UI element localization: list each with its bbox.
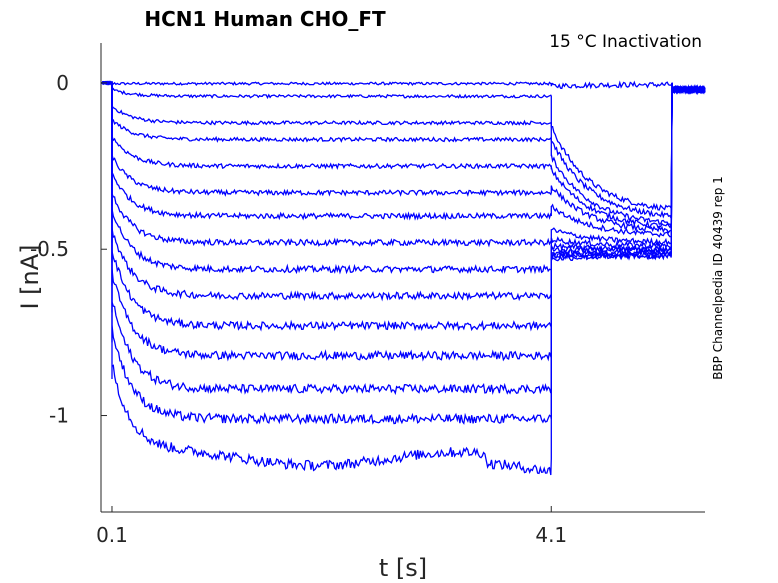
current-trace — [102, 81, 706, 476]
current-trace — [101, 80, 706, 97]
current-trace — [101, 80, 706, 234]
current-trace — [101, 80, 706, 238]
side-note: BBP Channelpedia ID 40439 rep 1 — [711, 176, 725, 380]
chart-subtitle: 15 °C Inactivation — [549, 32, 702, 52]
x-axis-label: t [s] — [379, 554, 427, 582]
y-ticks-group: 0 -0.5 -1 — [30, 71, 107, 428]
x-ticks-group: 0.1 4.1 — [96, 506, 567, 547]
y-tick-label: -1 — [49, 404, 69, 428]
current-trace — [101, 80, 706, 396]
x-tick-label: 0.1 — [96, 523, 128, 547]
x-tick-label: 4.1 — [535, 523, 567, 547]
y-axis-label: I [nA] — [16, 244, 44, 309]
current-trace — [102, 81, 706, 211]
current-trace — [101, 80, 706, 362]
current-trace — [101, 80, 706, 302]
current-trace — [101, 81, 706, 332]
current-trace — [101, 80, 706, 229]
current-trace — [101, 80, 706, 226]
current-trace — [101, 80, 706, 275]
traces-group — [101, 80, 706, 476]
y-tick-label: -0.5 — [30, 237, 69, 261]
current-trace — [101, 80, 706, 248]
current-trace — [101, 80, 706, 219]
y-tick-label: 0 — [56, 71, 69, 95]
chart-title: HCN1 Human CHO_FT — [144, 7, 386, 31]
